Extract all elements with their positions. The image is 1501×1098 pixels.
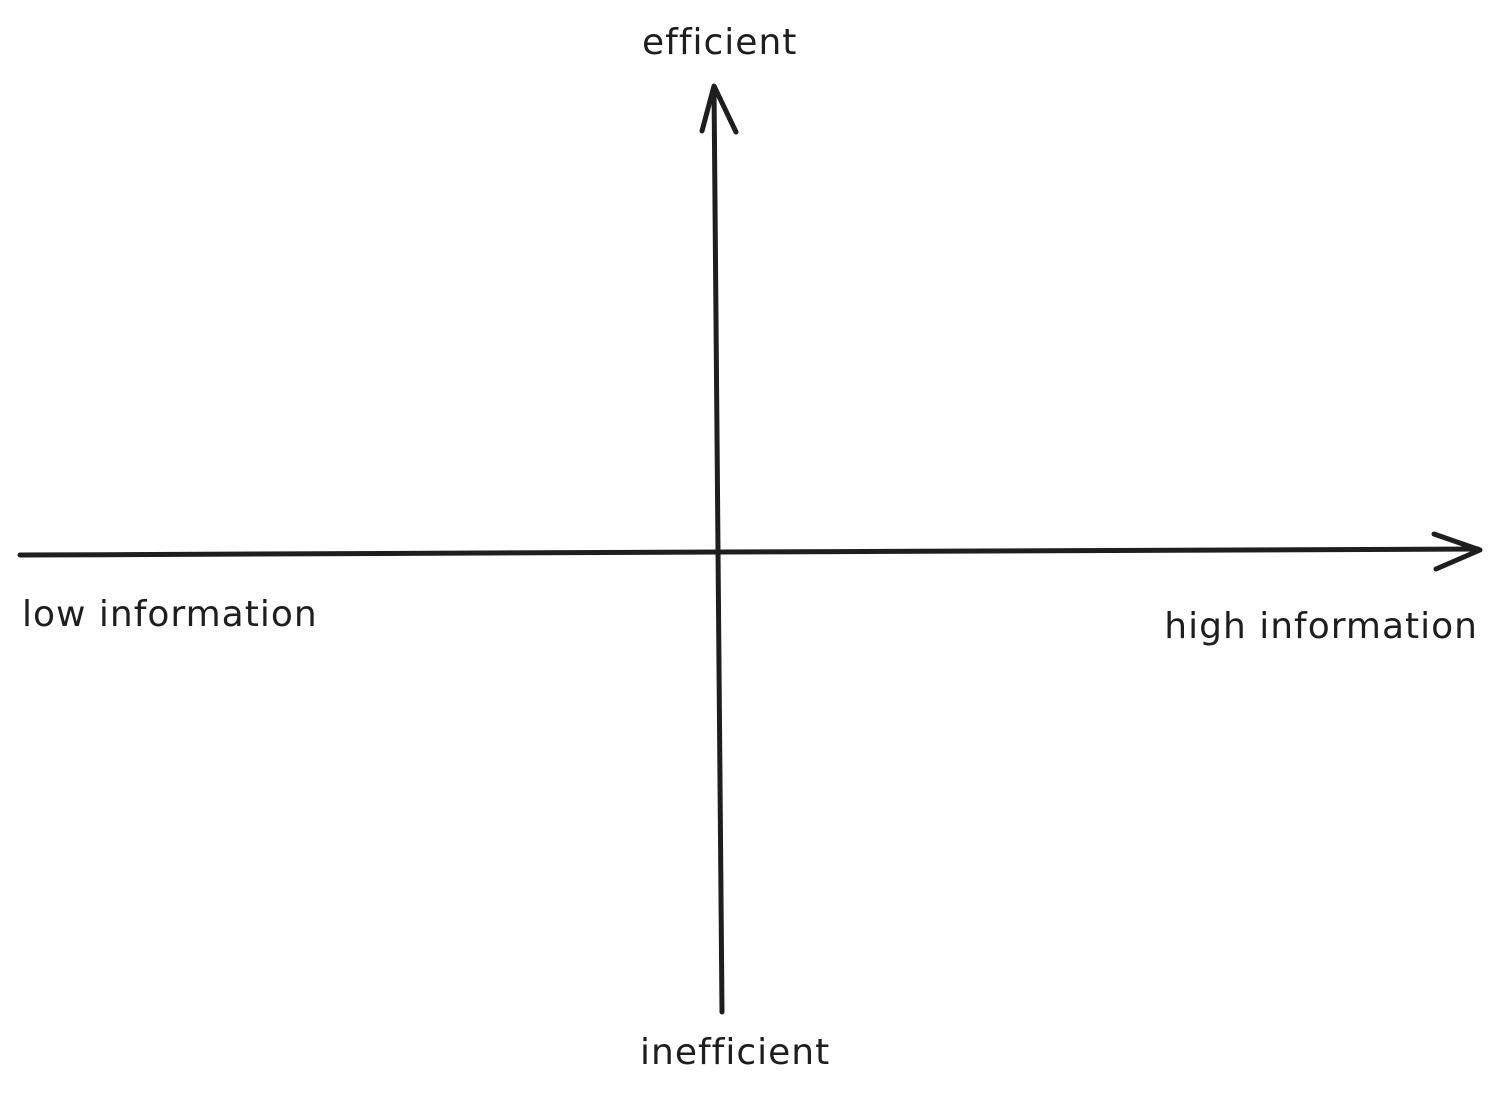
efficient-label: efficient: [642, 22, 797, 63]
up-arrowhead-icon: [699, 83, 739, 135]
right-arrowhead-icon: [1431, 531, 1483, 572]
low-information-label: low information: [22, 594, 318, 635]
inefficient-label: inefficient: [640, 1032, 830, 1073]
vertical-axis: [711, 84, 725, 1015]
high-information-label: high information: [1164, 606, 1478, 647]
horizontal-axis: [17, 546, 1481, 558]
